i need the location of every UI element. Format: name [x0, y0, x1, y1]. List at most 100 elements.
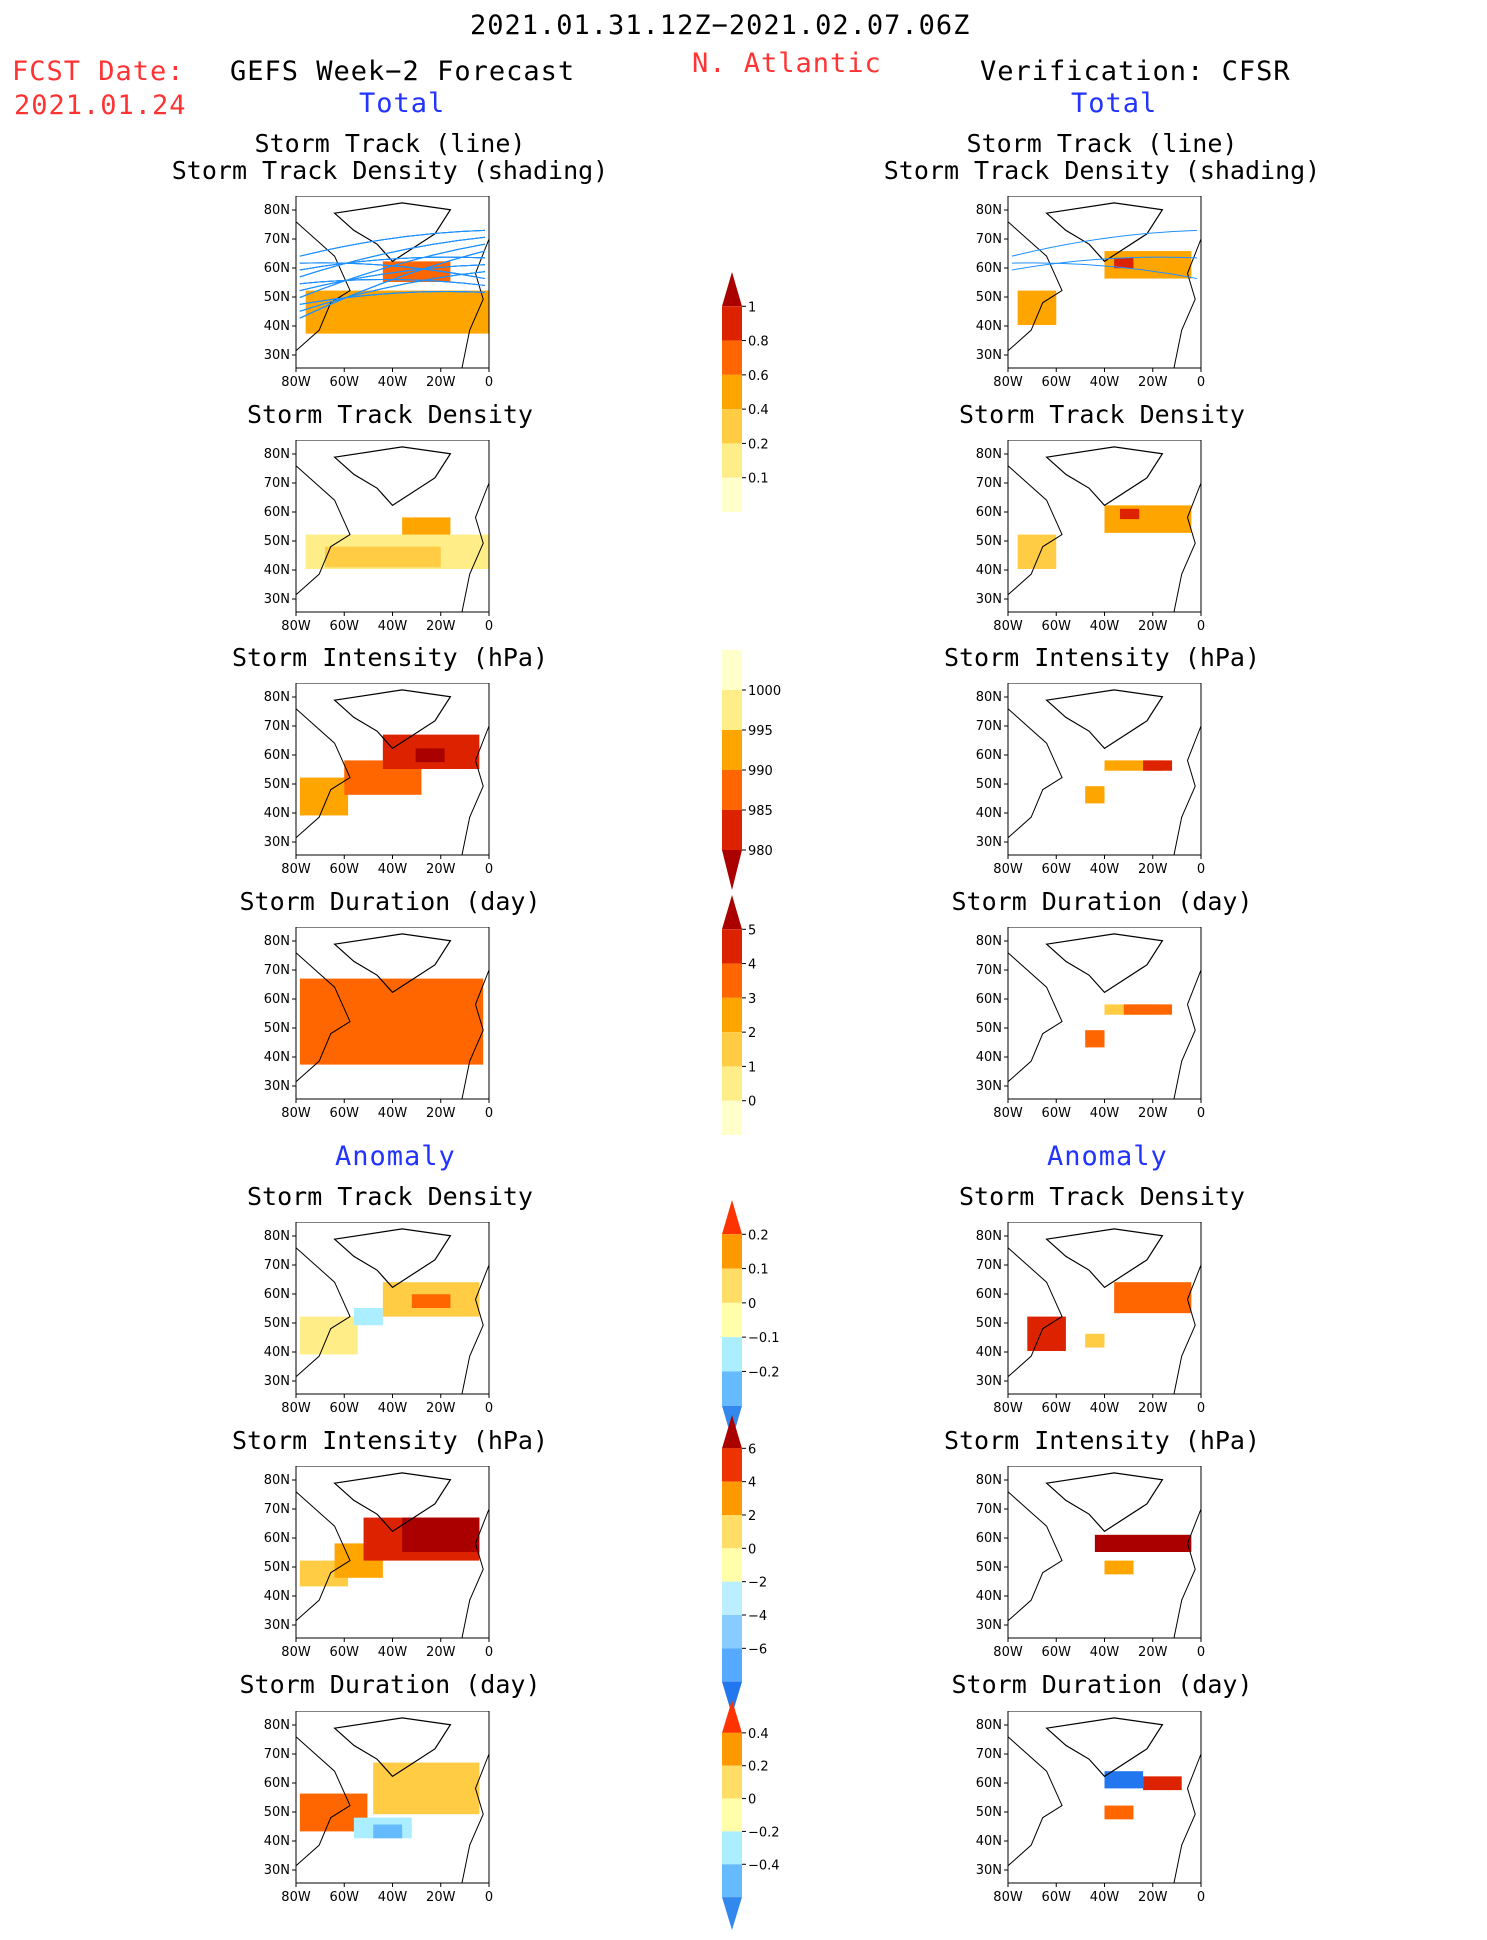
colorbar-label: 990	[748, 764, 773, 779]
storm-track-line	[299, 236, 486, 278]
lon-tick-label: 0	[485, 619, 493, 634]
greenland-coastline	[1045, 933, 1164, 994]
lon-tick-label: 80W	[281, 1890, 311, 1905]
lon-tick-label: 0	[1197, 1645, 1205, 1660]
europe-africa-coastline	[461, 1753, 490, 1884]
period-title: 2021.01.31.12Z−2021.02.07.06Z	[470, 10, 971, 41]
lon-tick-label: 40W	[378, 375, 408, 390]
lat-tick-label: 30N	[976, 1863, 1002, 1878]
storm-track-line	[1011, 256, 1198, 271]
lat-tick-label: 60N	[264, 261, 290, 276]
lat-tick-label: 70N	[976, 719, 1002, 734]
lat-tick-label: 30N	[976, 1618, 1002, 1633]
lon-tick-label: 80W	[993, 1106, 1023, 1121]
map-panel-L4: 80N 70N 60N 50N 40N 30N 80W 60W 40W 20W 0	[264, 927, 493, 1121]
lon-tick-label: 60W	[330, 619, 360, 634]
lon-tick-label: 0	[1197, 375, 1205, 390]
lat-tick-label: 50N	[976, 1805, 1002, 1820]
greenland-coastline	[333, 933, 452, 994]
left-anomaly-label: Anomaly	[335, 1141, 456, 1172]
colorbar-label: 3	[748, 992, 756, 1007]
lon-tick-label: 20W	[426, 1890, 456, 1905]
colorbar-segment	[722, 1200, 742, 1235]
map-panel-R6: 80N 70N 60N 50N 40N 30N 80W 60W 40W 20W 0	[976, 1466, 1205, 1660]
europe-africa-coastline	[1173, 969, 1202, 1100]
colorbar-segment	[722, 1765, 742, 1799]
lon-tick-label: 80W	[993, 619, 1023, 634]
lon-tick-label: 40W	[378, 619, 408, 634]
storm-track-line	[299, 291, 486, 305]
storm-track-line	[299, 271, 486, 312]
lat-tick-label: 50N	[264, 534, 290, 549]
colorbar-label: 6	[748, 1442, 756, 1457]
colorbar-label: 995	[748, 724, 773, 739]
storm-track-line	[299, 250, 486, 319]
left-total-label: Total	[359, 88, 446, 119]
colorbar-label: 0.2	[748, 1760, 769, 1775]
lat-tick-label: 60N	[264, 992, 290, 1007]
lat-tick-label: 80N	[976, 690, 1002, 705]
shading-cell	[411, 1294, 451, 1308]
right-total-label: Total	[1071, 88, 1158, 119]
lat-tick-label: 70N	[264, 232, 290, 247]
map-panel-R2: 80N 70N 60N 50N 40N 30N 80W 60W 40W 20W 0	[976, 440, 1205, 634]
shading-cell	[402, 517, 451, 535]
colorbar-segment	[722, 1615, 742, 1649]
lon-tick-label: 60W	[1042, 1401, 1072, 1416]
lon-tick-label: 60W	[330, 1890, 360, 1905]
lat-tick-label: 80N	[976, 447, 1002, 462]
colorbar-2: 1000 995 990 985 980	[722, 650, 781, 890]
colorbar-5: 6 4 2 0 −2 −4 −6	[722, 1415, 767, 1715]
colorbar-segment	[722, 306, 742, 341]
lat-tick-label: 40N	[264, 1589, 290, 1604]
colorbar-segment	[722, 963, 742, 998]
map-panel-L2: 80N 70N 60N 50N 40N 30N 80W 60W 40W 20W 0	[264, 440, 493, 634]
lat-tick-label: 30N	[264, 835, 290, 850]
colorbar-segment	[722, 929, 742, 964]
north-america-coastline	[1007, 465, 1063, 596]
colorbar-segment	[722, 374, 742, 410]
shading-cell	[1123, 1004, 1173, 1015]
lon-tick-label: 40W	[1090, 619, 1120, 634]
map-panel-L1: 80N 70N 60N 50N 40N 30N 80W 60W 40W 20W 0	[264, 196, 493, 390]
colorbar-label: −4	[748, 1609, 767, 1624]
lat-tick-label: 30N	[976, 835, 1002, 850]
lat-tick-label: 80N	[264, 1718, 290, 1733]
lon-tick-label: 40W	[378, 1106, 408, 1121]
lon-tick-label: 20W	[1138, 1106, 1168, 1121]
shading-cell	[373, 1824, 403, 1839]
panel-title-l4: Storm Duration (day)	[239, 887, 541, 916]
lat-tick-label: 30N	[976, 1079, 1002, 1094]
shading-cell	[1114, 257, 1134, 269]
colorbar-segment	[722, 1648, 742, 1682]
lon-tick-label: 80W	[281, 1401, 311, 1416]
panel-title-l2: Storm Track Density	[247, 400, 533, 429]
lat-tick-label: 80N	[976, 1718, 1002, 1733]
colorbar-label: −2	[748, 1576, 767, 1591]
lat-tick-label: 40N	[976, 1345, 1002, 1360]
lon-tick-label: 80W	[281, 375, 311, 390]
shading-cell	[1114, 1282, 1192, 1314]
lon-tick-label: 20W	[426, 862, 456, 877]
europe-africa-coastline	[461, 725, 490, 856]
lat-tick-label: 80N	[264, 690, 290, 705]
lon-tick-label: 20W	[426, 1645, 456, 1660]
shading-cell	[1143, 1776, 1182, 1791]
shading-cell	[415, 748, 445, 763]
colorbar-segment	[722, 1732, 742, 1766]
lat-tick-label: 80N	[264, 1473, 290, 1488]
map-frame	[295, 440, 490, 613]
colorbar-segment	[722, 340, 742, 375]
map-frame	[1007, 196, 1202, 369]
lon-tick-label: 20W	[1138, 1890, 1168, 1905]
panel-title-r7: Storm Duration (day)	[951, 1670, 1253, 1699]
colorbar-label: 0.2	[748, 437, 769, 452]
lat-tick-label: 40N	[976, 1834, 1002, 1849]
lon-tick-label: 20W	[1138, 375, 1168, 390]
colorbar-label: 0	[748, 1297, 756, 1312]
lon-tick-label: 60W	[330, 1106, 360, 1121]
storm-track-line	[1011, 262, 1198, 280]
lon-tick-label: 20W	[426, 1401, 456, 1416]
lat-tick-label: 40N	[976, 1050, 1002, 1065]
colorbar-segment	[722, 770, 742, 810]
